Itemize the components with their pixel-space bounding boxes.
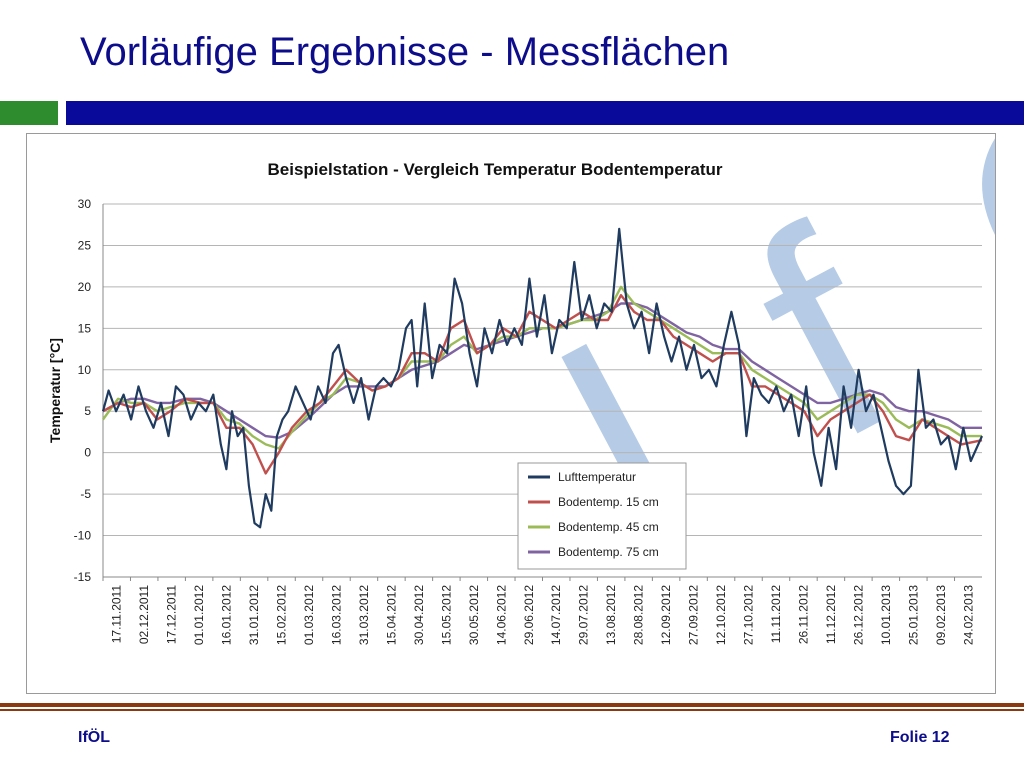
x-tick-label: 11.11.2012 <box>769 585 783 644</box>
x-tick-label: 13.08.2012 <box>604 585 618 645</box>
x-tick-label: 14.07.2012 <box>549 585 563 645</box>
x-tick-label: 24.02.2013 <box>961 585 975 645</box>
footer-brand: IfÖL <box>78 729 110 746</box>
y-tick-label: -15 <box>74 570 92 584</box>
x-tick-label: 31.03.2012 <box>357 585 371 645</box>
x-tick-label: 12.09.2012 <box>659 585 673 645</box>
x-tick-label: 31.01.2012 <box>247 585 261 645</box>
legend-label: Bodentemp. 75 cm <box>558 545 659 559</box>
y-tick-label: -10 <box>74 529 92 543</box>
x-tick-label: 01.01.2012 <box>192 585 206 645</box>
y-tick-label: -5 <box>80 487 91 501</box>
legend-label: Bodentemp. 15 cm <box>558 495 659 509</box>
x-tick-label: 27.09.2012 <box>687 585 701 645</box>
x-tick-label: 01.03.2012 <box>302 585 316 645</box>
x-tick-label: 28.08.2012 <box>632 585 646 645</box>
x-tick-label: 30.05.2012 <box>467 585 481 645</box>
y-tick-label: 30 <box>78 197 92 211</box>
x-tick-label: 10.01.2013 <box>879 585 893 645</box>
x-tick-label: 27.10.2012 <box>742 585 756 645</box>
x-tick-label: 16.03.2012 <box>329 585 343 645</box>
chart-title: Beispielstation - Vergleich Temperatur B… <box>267 160 722 179</box>
x-tick-label: 29.06.2012 <box>522 585 536 645</box>
chart-frame: I f Ö LBeispielstation - Vergleich Tempe… <box>26 133 996 694</box>
footer-divider-thin <box>0 709 1024 711</box>
accent-bar-blue <box>66 101 1024 125</box>
y-tick-label: 5 <box>84 404 91 418</box>
x-tick-label: 25.01.2013 <box>906 585 920 645</box>
x-tick-label: 30.04.2012 <box>412 585 426 645</box>
x-tick-label: 16.01.2012 <box>220 585 234 645</box>
y-tick-label: 25 <box>78 238 92 252</box>
x-tick-label: 15.04.2012 <box>384 585 398 645</box>
y-tick-label: 10 <box>78 363 92 377</box>
legend-label: Bodentemp. 45 cm <box>558 520 659 534</box>
x-tick-label: 11.12.2012 <box>824 585 838 644</box>
y-tick-label: 0 <box>84 446 91 460</box>
x-tick-label: 26.11.2012 <box>796 585 810 644</box>
temperature-chart: I f Ö LBeispielstation - Vergleich Tempe… <box>47 134 995 645</box>
x-tick-label: 02.12.2011 <box>137 585 151 644</box>
slide-title: Vorläufige Ergebnisse - Messflächen <box>80 30 730 74</box>
slide-number: Folie 12 <box>890 729 950 746</box>
y-tick-label: 20 <box>78 280 92 294</box>
series-line-3 <box>102 285 982 450</box>
x-tick-label: 15.02.2012 <box>275 585 289 645</box>
accent-bar-green <box>0 101 58 125</box>
x-tick-label: 26.12.2012 <box>851 585 865 645</box>
y-tick-label: 15 <box>78 321 92 335</box>
legend-label: Lufttemperatur <box>558 470 636 484</box>
x-tick-label: 17.12.2011 <box>165 585 179 644</box>
x-tick-label: 14.06.2012 <box>494 585 508 645</box>
series-line-2 <box>102 293 983 475</box>
x-tick-label: 29.07.2012 <box>577 585 591 645</box>
footer-divider <box>0 703 1024 707</box>
x-tick-label: 09.02.2013 <box>934 585 948 645</box>
y-axis-label: Temperatur [°C] <box>47 338 63 443</box>
series-line-1 <box>101 227 984 529</box>
x-tick-label: 17.11.2011 <box>110 585 124 644</box>
x-tick-label: 12.10.2012 <box>714 585 728 645</box>
x-tick-label: 15.05.2012 <box>439 585 453 645</box>
